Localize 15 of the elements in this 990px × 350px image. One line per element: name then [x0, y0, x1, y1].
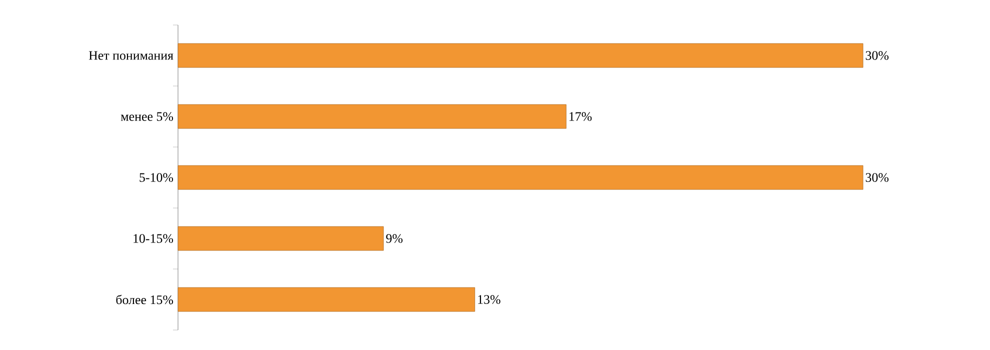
data-label: 9% [386, 234, 403, 243]
data-label: 17% [570, 112, 592, 121]
data-label: 13% [478, 295, 500, 304]
data-label: 30% [866, 51, 889, 60]
y-tick-label: более 15% [116, 294, 174, 304]
bar [178, 43, 864, 68]
bar [178, 165, 864, 190]
y-tick-label: менее 5% [120, 112, 174, 121]
y-tick-label: 10-15% [134, 234, 174, 243]
y-tick-label: 5-10% [140, 173, 174, 182]
y-tick-label: Нет понимания [88, 51, 174, 60]
bar [178, 104, 566, 129]
bar [178, 226, 384, 251]
bar [178, 287, 476, 312]
data-label: 30% [866, 173, 889, 182]
